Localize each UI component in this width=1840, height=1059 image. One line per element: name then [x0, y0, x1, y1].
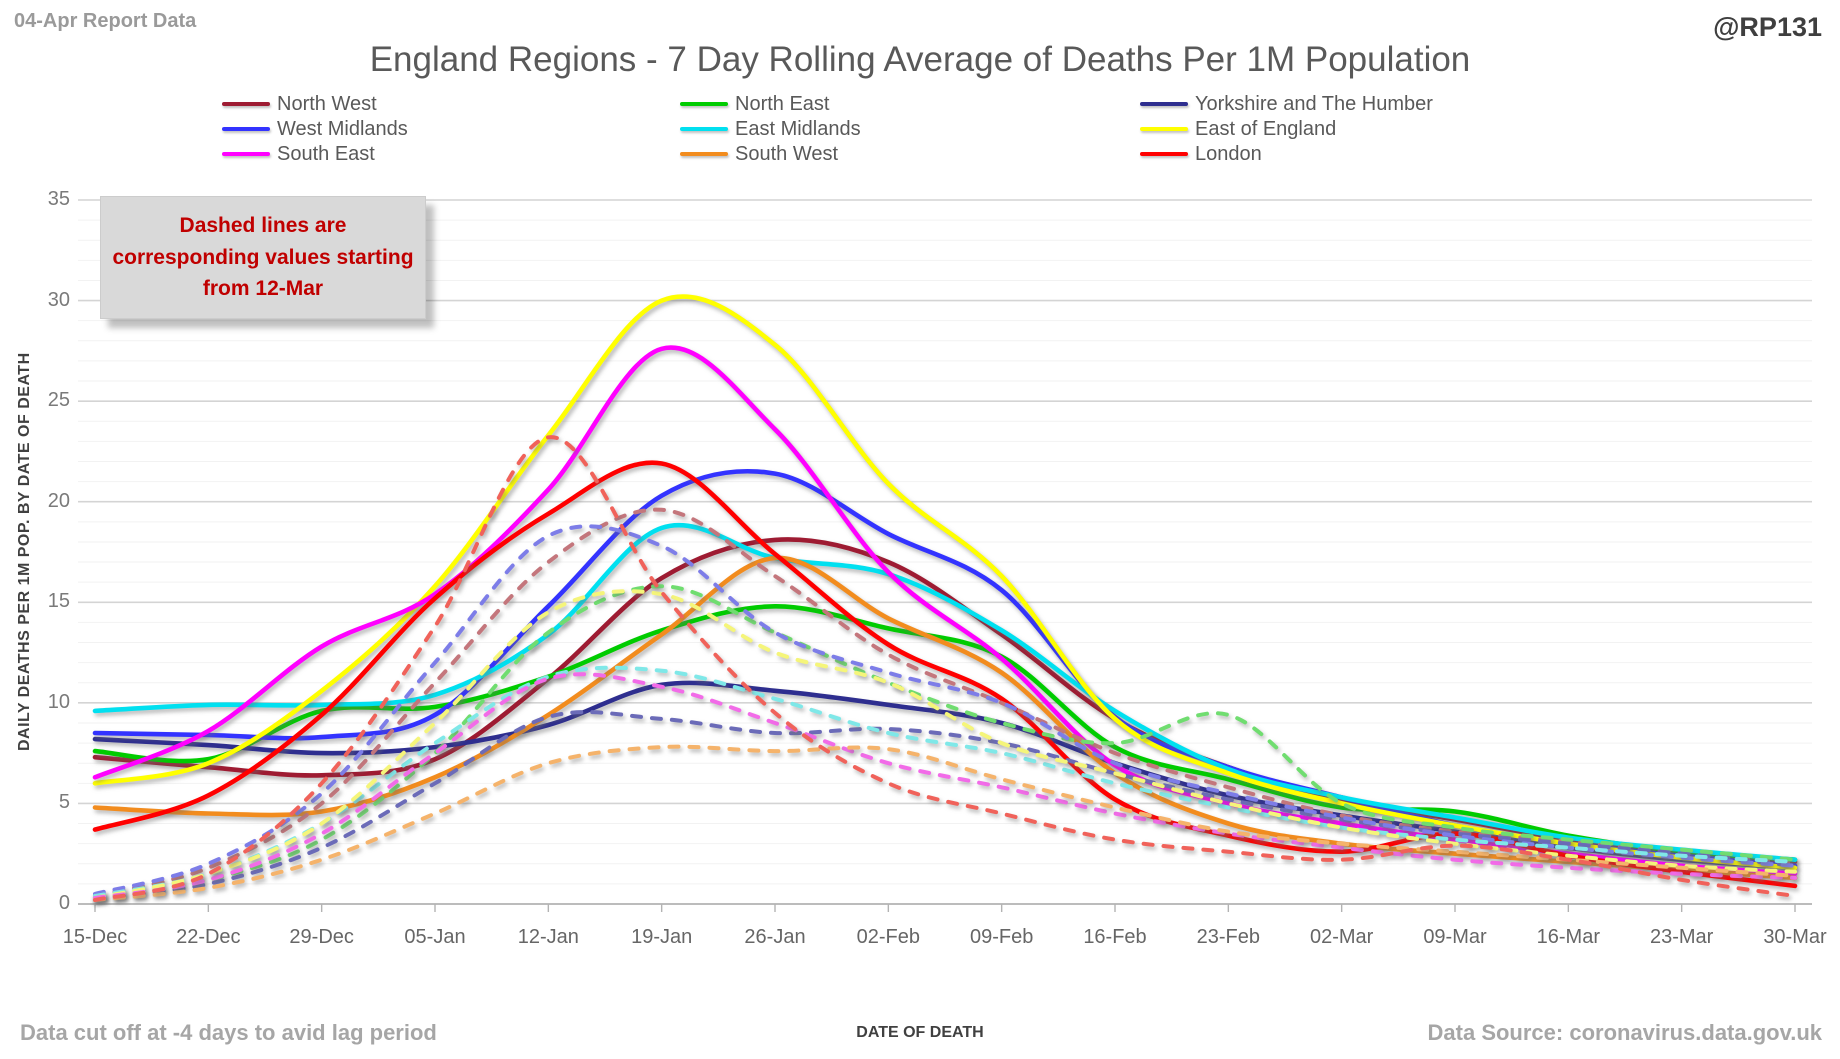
- x-tick-label: 12-Jan: [517, 926, 579, 948]
- series-line-north-east: [92, 603, 1798, 862]
- x-tick-label: 15-Dec: [62, 926, 128, 948]
- legend-column: North East East Midlands South West: [680, 93, 861, 165]
- x-tick-label: 02-Feb: [856, 926, 921, 948]
- legend-swatch: [222, 126, 270, 132]
- user-handle: @RP131: [1713, 12, 1822, 42]
- series-line-south-east-from-12-mar: [93, 672, 1797, 900]
- legend-swatch: [222, 101, 270, 107]
- legend-label: South West: [735, 142, 839, 165]
- legend-item-yorkshire-and-the-humber: Yorkshire and The Humber: [1140, 93, 1433, 115]
- legend-label: North East: [735, 92, 830, 115]
- x-tick-label: 29-Dec: [289, 926, 354, 948]
- x-tick-label: 16-Feb: [1083, 926, 1147, 948]
- x-tick-label: 30-Mar: [1763, 926, 1827, 948]
- y-tick-label: 10: [47, 690, 70, 713]
- legend-swatch: [222, 151, 270, 157]
- legend-item-south-west: South West: [680, 143, 861, 165]
- chart-title: England Regions - 7 Day Rolling Average …: [369, 40, 1471, 79]
- x-tick-label: 05-Jan: [404, 926, 466, 948]
- series-line-north-east-from-12-mar: [93, 584, 1797, 900]
- legend-swatch: [1140, 151, 1188, 157]
- report-label: 04-Apr Report Data: [14, 10, 197, 32]
- series-line-london-from-12-mar: [93, 435, 1797, 902]
- x-tick-label: 26-Jan: [744, 926, 806, 948]
- footer-note: Data cut off at -4 days to avid lag peri…: [20, 1020, 437, 1045]
- series-line-south-east: [92, 345, 1798, 877]
- y-tick-label: 25: [47, 389, 70, 412]
- legend-column: Yorkshire and The Humber East of England L…: [1140, 93, 1433, 165]
- legend-label: Yorkshire and The Humber: [1195, 92, 1433, 115]
- legend-item-south-east: South East: [222, 143, 408, 165]
- series-line-north-west-from-12-mar: [93, 507, 1797, 898]
- legend-item-north-west: North West: [222, 93, 408, 115]
- y-tick-label: 0: [58, 892, 70, 914]
- x-tick-label: 16-Mar: [1536, 926, 1600, 948]
- legend-item-north-east: North East: [680, 93, 861, 115]
- annotation-box: Dashed lines are corresponding values st…: [100, 196, 426, 319]
- series-line-south-west: [92, 555, 1798, 881]
- legend-swatch: [680, 151, 728, 157]
- x-tick-label: 09-Feb: [969, 926, 1034, 948]
- x-tick-label: 23-Mar: [1649, 926, 1714, 948]
- legend-item-east-of-england: East of England: [1140, 118, 1433, 140]
- series-line-east-midlands: [92, 522, 1798, 862]
- series-line-east-midlands-from-12-mar: [93, 665, 1797, 898]
- legend-label: West Midlands: [277, 117, 408, 140]
- legend-swatch: [1140, 126, 1188, 132]
- y-tick-label: 30: [47, 288, 70, 311]
- annotation-text: Dashed lines are corresponding values st…: [112, 214, 414, 300]
- series-line-west-midlands-from-12-mar: [93, 524, 1797, 896]
- series-line-yorkshire-and-the-humber-from-12-mar: [93, 710, 1797, 900]
- x-tick-label: 09-Mar: [1423, 926, 1487, 948]
- legend-label: South East: [277, 142, 375, 165]
- data-source-note: Data Source: coronavirus.data.gov.uk: [1427, 1020, 1822, 1045]
- y-tick-label: 5: [58, 791, 70, 814]
- series-line-south-west-from-12-mar: [93, 744, 1797, 902]
- legend-label: North West: [277, 92, 377, 115]
- series-line-east-of-england-from-12-mar: [93, 589, 1797, 900]
- legend-item-east-midlands: East Midlands: [680, 118, 861, 140]
- legend-item-london: London: [1140, 143, 1433, 165]
- series-line-north-west: [92, 537, 1798, 865]
- legend-swatch: [1140, 101, 1188, 107]
- legend-label: East Midlands: [735, 117, 861, 140]
- legend-swatch: [680, 126, 728, 132]
- y-tick-label: 20: [47, 489, 70, 512]
- legend-label: London: [1195, 142, 1262, 165]
- legend-label: East of England: [1195, 117, 1337, 140]
- series-line-east-of-england: [92, 294, 1798, 871]
- x-tick-label: 02-Mar: [1309, 926, 1374, 948]
- legend-swatch: [680, 101, 728, 107]
- y-tick-label: 15: [47, 590, 70, 613]
- x-tick-label: 22-Dec: [176, 926, 241, 948]
- x-tick-label: 19-Jan: [631, 926, 693, 948]
- x-tick-label: 23-Feb: [1196, 926, 1261, 948]
- y-tick-label: 35: [47, 188, 70, 210]
- x-axis-label: DATE OF DEATH: [856, 1024, 984, 1041]
- legend-item-west-midlands: West Midlands: [222, 118, 408, 140]
- legend-column: North West West Midlands South East: [222, 93, 408, 165]
